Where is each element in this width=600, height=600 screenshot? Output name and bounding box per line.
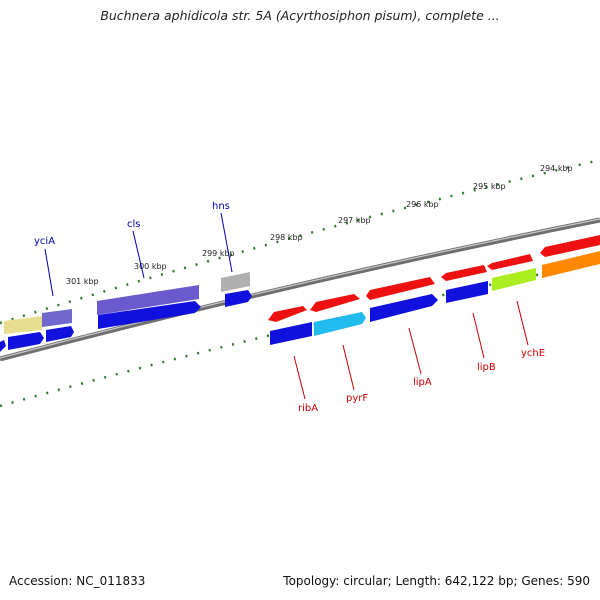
genome-backbone [0, 217, 600, 362]
label-leaders [44, 212, 529, 400]
scale-label-294: 294 kbp [540, 164, 573, 173]
gene-feature [221, 272, 250, 292]
reverse-strand-genes [0, 251, 600, 352]
gene-feature [225, 290, 252, 307]
gene-feature [268, 306, 307, 322]
accession-label: Accession: NC_011833 [9, 574, 146, 588]
gene-label-hns: hns [212, 201, 230, 212]
outer-tick-track [0, 158, 600, 325]
scale-label-299: 299 kbp [202, 249, 235, 258]
gene-feature [540, 235, 600, 257]
gene-feature [366, 277, 435, 300]
gene-feature [98, 301, 201, 329]
gene-feature [42, 309, 72, 327]
gene-label-ychE: ychE [521, 348, 545, 359]
scale-label-296: 296 kbp [406, 200, 439, 209]
gene-label-ribA: ribA [298, 403, 318, 414]
gene-feature [46, 326, 74, 342]
gene-feature [8, 332, 44, 350]
gene-feature [487, 254, 533, 270]
gene-feature [310, 294, 360, 312]
scale-label-295: 295 kbp [473, 182, 506, 191]
scale-label-300: 300 kbp [134, 262, 167, 271]
gene-label-lipB: lipB [477, 362, 496, 373]
genome-summary: Topology: circular; Length: 642,122 bp; … [283, 574, 590, 588]
scale-label-297: 297 kbp [338, 216, 371, 225]
map-title: Buchnera aphidicola str. 5A (Acyrthosiph… [100, 8, 500, 23]
gene-label-cls: cls [127, 219, 141, 230]
scale-label-301: 301 kbp [66, 277, 99, 286]
gene-feature [492, 268, 536, 291]
gene-feature [314, 312, 366, 336]
gene-feature [270, 322, 312, 345]
gene-label-pyrF: pyrF [346, 393, 368, 404]
gene-label-yciA: yciA [34, 236, 55, 247]
gene-feature [370, 294, 438, 322]
gene-label-lipA: lipA [413, 377, 432, 388]
forward-strand-genes [4, 235, 600, 334]
gene-feature [446, 281, 488, 303]
gene-feature [542, 251, 600, 278]
gene-feature [441, 265, 487, 281]
scale-label-298: 298 kbp [270, 233, 303, 242]
gene-feature [0, 340, 6, 352]
gene-feature [97, 285, 199, 315]
gene-feature [4, 316, 42, 334]
